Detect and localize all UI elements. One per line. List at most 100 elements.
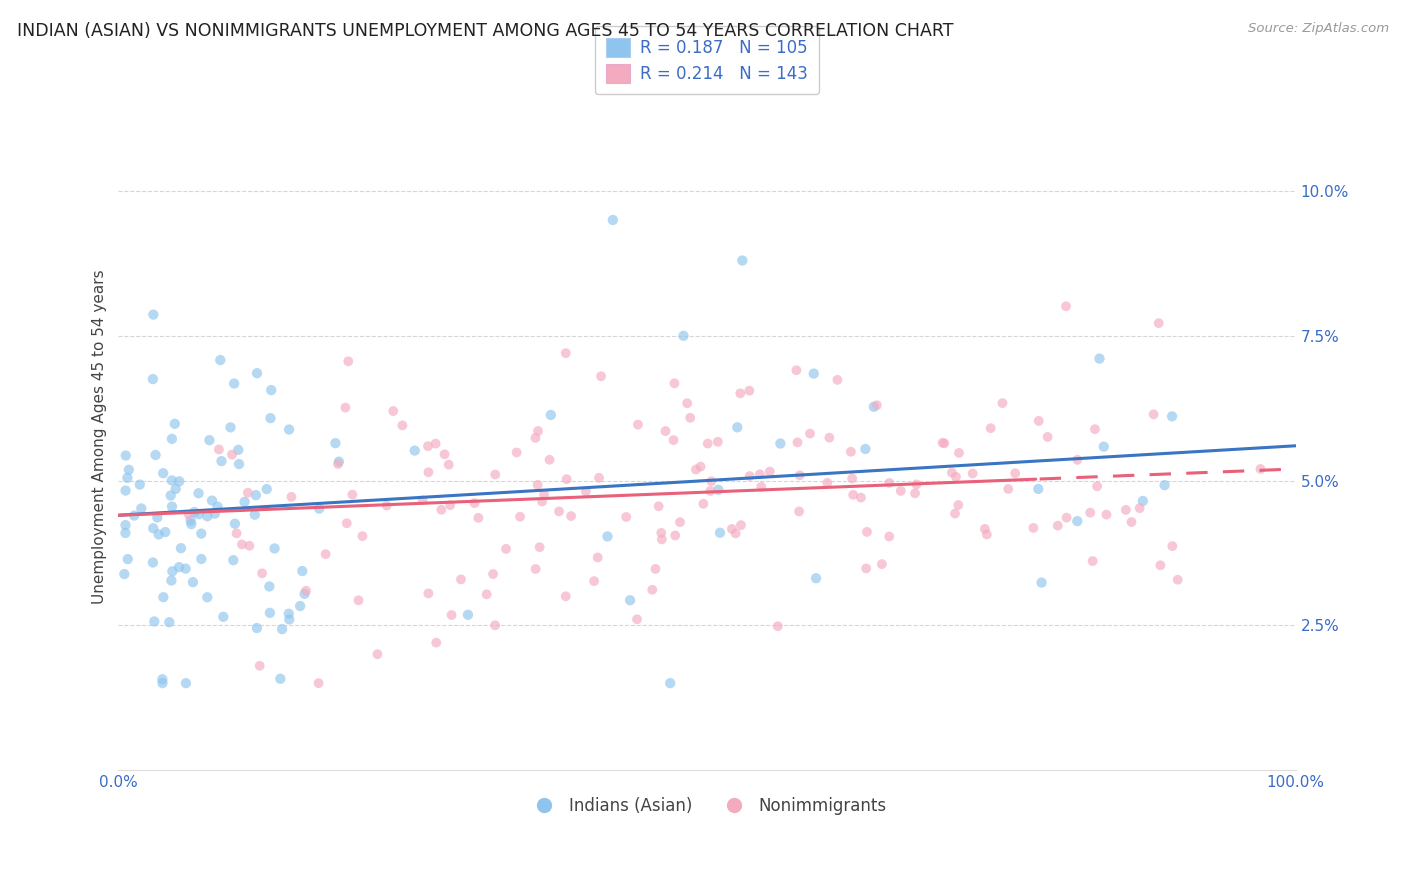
Point xyxy=(1022,521,1045,535)
Point xyxy=(328,455,350,469)
Point xyxy=(853,442,876,456)
Point xyxy=(160,574,183,588)
Point xyxy=(709,525,731,540)
Point xyxy=(195,591,218,605)
Point xyxy=(294,587,316,601)
Point xyxy=(856,524,879,539)
Point xyxy=(1153,478,1175,492)
Point xyxy=(707,483,730,497)
Point xyxy=(112,567,135,582)
Point xyxy=(526,478,548,492)
Point xyxy=(1004,467,1026,481)
Point xyxy=(198,433,221,447)
Point xyxy=(142,521,165,535)
Point xyxy=(142,556,165,570)
Legend: Indians (Asian), Nonimmigrants: Indians (Asian), Nonimmigrants xyxy=(520,790,894,822)
Point xyxy=(962,467,984,481)
Point xyxy=(707,434,730,449)
Point xyxy=(170,541,193,556)
Point xyxy=(1088,351,1111,366)
Point xyxy=(1142,408,1164,422)
Point xyxy=(250,566,273,581)
Point xyxy=(308,676,330,690)
Point xyxy=(1161,409,1184,424)
Point xyxy=(167,560,190,574)
Point xyxy=(1078,506,1101,520)
Point xyxy=(1129,501,1152,516)
Point xyxy=(180,514,202,528)
Point xyxy=(1147,316,1170,330)
Point xyxy=(769,436,792,450)
Point xyxy=(575,484,598,499)
Point xyxy=(730,518,752,533)
Point xyxy=(531,494,554,508)
Point xyxy=(208,442,231,457)
Point xyxy=(839,444,862,458)
Point xyxy=(945,470,967,484)
Point xyxy=(221,448,243,462)
Point xyxy=(269,672,291,686)
Point xyxy=(725,420,748,434)
Point xyxy=(1081,554,1104,568)
Point xyxy=(204,507,226,521)
Point xyxy=(440,607,463,622)
Point xyxy=(114,483,136,498)
Point xyxy=(482,567,505,582)
Point xyxy=(787,504,810,518)
Point xyxy=(246,621,269,635)
Point xyxy=(1092,440,1115,454)
Point xyxy=(538,452,561,467)
Point xyxy=(738,384,761,398)
Point xyxy=(799,426,821,441)
Point xyxy=(425,436,447,450)
Point xyxy=(554,346,576,360)
Point xyxy=(326,457,349,471)
Point xyxy=(190,526,212,541)
Point xyxy=(246,366,269,380)
Point xyxy=(588,471,610,485)
Point xyxy=(245,488,267,502)
Point xyxy=(224,376,246,391)
Point xyxy=(614,510,637,524)
Point xyxy=(786,435,808,450)
Point xyxy=(527,424,550,438)
Point xyxy=(391,418,413,433)
Point xyxy=(278,612,301,626)
Point xyxy=(375,499,398,513)
Point xyxy=(1066,453,1088,467)
Point xyxy=(160,432,183,446)
Point xyxy=(142,372,165,386)
Point xyxy=(602,213,624,227)
Point xyxy=(1149,558,1171,573)
Point xyxy=(228,457,250,471)
Point xyxy=(291,564,314,578)
Point xyxy=(117,552,139,566)
Point xyxy=(931,435,953,450)
Point xyxy=(685,462,707,476)
Point xyxy=(976,527,998,541)
Point xyxy=(416,439,439,453)
Point xyxy=(155,525,177,540)
Point xyxy=(1161,539,1184,553)
Point xyxy=(224,516,246,531)
Point xyxy=(866,398,889,412)
Point xyxy=(236,485,259,500)
Y-axis label: Unemployment Among Ages 45 to 54 years: Unemployment Among Ages 45 to 54 years xyxy=(93,269,107,605)
Point xyxy=(259,606,281,620)
Point xyxy=(731,253,754,268)
Point xyxy=(418,465,440,479)
Point xyxy=(1084,422,1107,436)
Point xyxy=(1095,508,1118,522)
Point xyxy=(841,471,863,485)
Point xyxy=(207,500,229,514)
Point xyxy=(233,495,256,509)
Point xyxy=(529,540,551,554)
Point xyxy=(849,491,872,505)
Point xyxy=(980,421,1002,435)
Point xyxy=(654,424,676,438)
Point xyxy=(662,433,685,447)
Point xyxy=(766,619,789,633)
Point xyxy=(943,507,966,521)
Point xyxy=(699,483,721,498)
Point xyxy=(973,522,995,536)
